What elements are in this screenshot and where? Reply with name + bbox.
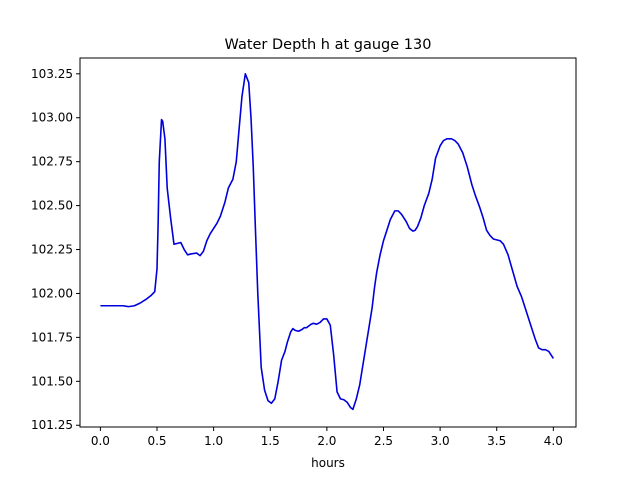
x-tick-label: 2.5 (374, 434, 393, 448)
y-tick-label: 102.00 (31, 286, 73, 300)
axes-frame (79, 57, 577, 428)
y-tick-label: 101.75 (31, 330, 73, 344)
x-tick-label: 0.5 (147, 434, 166, 448)
y-axis: 101.25 101.50 101.75 102.00 102.25 102.50 102.… (31, 67, 80, 432)
x-tick-label: 4.0 (544, 434, 563, 448)
y-tick-label: 101.50 (31, 374, 73, 388)
x-tick-label: 3.0 (431, 434, 450, 448)
x-tick-label: 1.0 (204, 434, 223, 448)
x-tick-label: 1.5 (261, 434, 280, 448)
y-tick-label: 102.25 (31, 243, 73, 257)
x-axis: 0.0 0.5 1.0 1.5 2.0 2.5 3.0 3.5 4.0 (91, 427, 563, 448)
chart-title: Water Depth h at gauge 130 (225, 37, 432, 53)
plot-area (100, 73, 555, 411)
series-line-0 (100, 73, 555, 411)
y-tick-label: 103.25 (31, 67, 73, 81)
y-tick-label: 101.25 (31, 418, 73, 432)
x-axis-label: hours (311, 456, 345, 470)
x-tick-label: 2.0 (317, 434, 336, 448)
x-tick-label: 0.0 (91, 434, 110, 448)
y-tick-label: 102.50 (31, 199, 73, 213)
x-tick-label: 3.5 (487, 434, 506, 448)
y-tick-label: 103.00 (31, 111, 73, 125)
y-tick-label: 102.75 (31, 155, 73, 169)
